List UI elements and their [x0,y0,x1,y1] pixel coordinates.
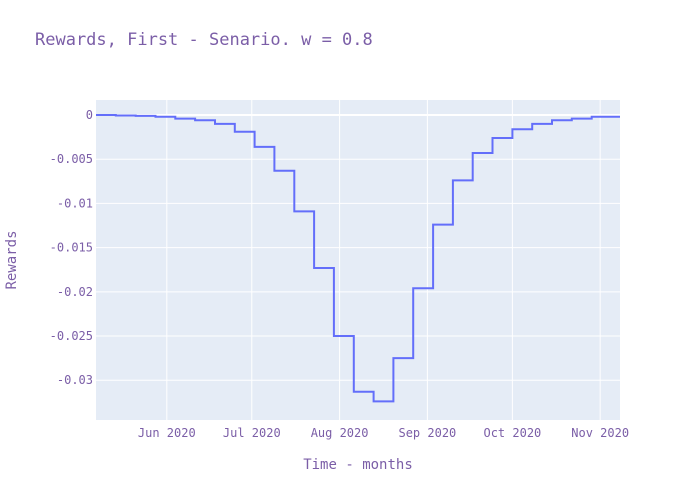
y-tick-label: -0.02 [57,285,93,299]
y-gridlines [96,114,620,381]
x-axis-title: Time - months [303,457,413,473]
y-tick-label: -0.025 [50,329,93,343]
x-gridlines [166,100,601,420]
plot-background [96,100,620,420]
x-tick-label: Jul 2020 [223,426,281,440]
y-tick-labels: 0 -0.005 -0.01 -0.015 -0.02 -0.025 -0.03 [50,108,93,387]
x-tick-label: Sep 2020 [398,426,456,440]
y-tick-label: -0.015 [50,241,93,255]
x-tick-label: Jun 2020 [138,426,196,440]
rewards-series-line [96,114,620,403]
y-axis-title: Rewards [4,230,20,289]
y-tick-label: -0.03 [57,373,93,387]
chart-title: Rewards, First - Senario. w = 0.8 [35,30,373,50]
y-tick-label: -0.005 [50,152,93,166]
y-tick-label: 0 [86,108,93,122]
x-tick-label: Nov 2020 [571,426,629,440]
x-tick-labels: Jun 2020 Jul 2020 Aug 2020 Sep 2020 Oct 2020… [138,426,629,440]
x-tick-label: Aug 2020 [311,426,369,440]
y-tick-label: -0.01 [57,196,93,210]
x-tick-label: Oct 2020 [483,426,541,440]
